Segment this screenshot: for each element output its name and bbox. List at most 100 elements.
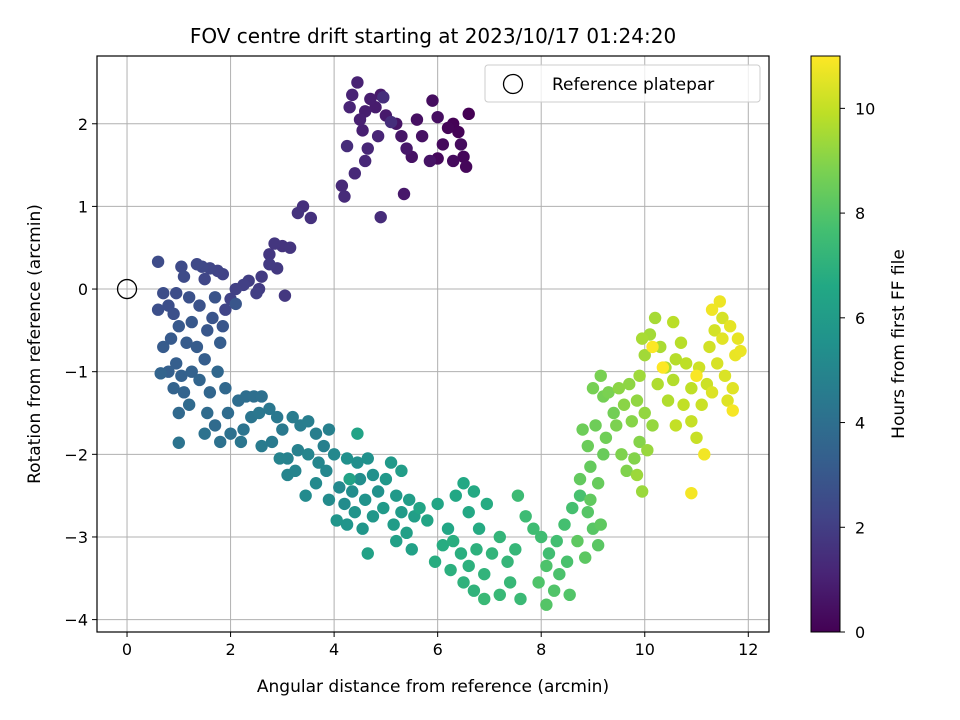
data-point xyxy=(348,167,362,180)
reference-platepar-marker xyxy=(116,278,138,300)
data-point xyxy=(553,567,566,581)
data-point xyxy=(444,563,457,577)
y-tick-label: 1 xyxy=(78,197,88,216)
data-point xyxy=(395,129,408,143)
data-point xyxy=(705,386,719,399)
data-point xyxy=(322,423,336,436)
data-point xyxy=(615,448,628,461)
data-point xyxy=(428,555,442,568)
data-point xyxy=(602,386,615,399)
data-point xyxy=(695,398,708,411)
data-point xyxy=(519,510,532,523)
data-point xyxy=(623,377,636,391)
data-point xyxy=(462,505,475,519)
data-point xyxy=(201,324,214,337)
data-point xyxy=(312,456,325,469)
data-point xyxy=(304,211,318,225)
data-point xyxy=(330,514,343,527)
data-point xyxy=(340,452,354,465)
y-tick-label: −4 xyxy=(64,611,88,630)
colorbar-tick-label: 8 xyxy=(855,204,865,223)
data-point xyxy=(402,493,416,506)
y-tick-label: −3 xyxy=(64,528,88,547)
data-point xyxy=(470,543,483,556)
data-point xyxy=(511,489,525,502)
data-point xyxy=(172,406,185,420)
data-point xyxy=(410,113,424,126)
data-point xyxy=(591,539,605,552)
data-point xyxy=(635,485,649,498)
data-point xyxy=(299,489,312,502)
data-point xyxy=(374,210,387,224)
data-point xyxy=(669,353,683,366)
data-point xyxy=(400,142,413,155)
data-point xyxy=(630,468,644,482)
data-point xyxy=(431,497,444,511)
data-point xyxy=(441,121,455,135)
data-point xyxy=(198,272,211,286)
data-point xyxy=(581,439,594,453)
data-point xyxy=(364,92,377,106)
data-point xyxy=(182,291,196,304)
data-point xyxy=(638,348,651,362)
data-point xyxy=(726,404,739,417)
data-point xyxy=(646,419,659,432)
y-axis-ticks: −4 −3 −2 −1 0 1 2 xyxy=(64,115,97,630)
data-point xyxy=(185,365,198,378)
data-point xyxy=(459,160,473,173)
x-tick-label: 10 xyxy=(635,640,655,659)
x-tick-label: 6 xyxy=(433,640,443,659)
data-point xyxy=(237,423,250,436)
colorbar-tick-label: 2 xyxy=(855,518,865,537)
data-point xyxy=(599,431,613,444)
colorbar-label: Hours from first FF file xyxy=(889,249,909,439)
data-point xyxy=(333,481,346,494)
data-point xyxy=(594,518,607,531)
data-point xyxy=(263,258,276,271)
data-point xyxy=(263,248,276,261)
data-point xyxy=(651,377,664,391)
data-point xyxy=(371,129,385,143)
data-point xyxy=(276,423,289,436)
data-point xyxy=(633,369,646,383)
data-point xyxy=(713,295,727,308)
data-point xyxy=(291,206,305,220)
data-point xyxy=(685,415,698,428)
data-point xyxy=(185,315,198,329)
data-point xyxy=(353,113,367,126)
data-point xyxy=(172,436,185,449)
data-point xyxy=(211,365,224,378)
y-axis-label: Rotation from reference (arcmin) xyxy=(25,204,45,484)
legend-reference-marker-icon xyxy=(502,73,524,95)
data-point xyxy=(620,464,633,478)
data-point xyxy=(343,101,356,114)
data-point xyxy=(591,477,605,490)
data-point xyxy=(177,386,191,399)
data-point xyxy=(690,431,703,444)
data-point xyxy=(151,255,165,268)
data-point xyxy=(716,332,729,345)
data-point xyxy=(633,435,646,449)
data-point xyxy=(586,382,600,395)
data-point xyxy=(203,386,217,399)
y-tick-label: −2 xyxy=(64,445,88,464)
data-point xyxy=(703,340,716,354)
data-point xyxy=(263,402,276,416)
data-point xyxy=(224,427,237,440)
data-point xyxy=(721,394,734,407)
data-point xyxy=(542,547,556,560)
data-point xyxy=(472,522,486,535)
data-point xyxy=(573,472,587,486)
data-point xyxy=(291,443,305,457)
x-axis-ticks: 0 2 4 6 8 10 12 xyxy=(122,632,758,659)
y-tick-label: 2 xyxy=(78,115,88,134)
colorbar-tick-label: 4 xyxy=(855,414,865,433)
data-point xyxy=(677,398,690,411)
data-point xyxy=(320,464,333,478)
data-point xyxy=(566,501,579,515)
data-point xyxy=(170,286,183,300)
data-point xyxy=(493,530,506,544)
data-point xyxy=(711,357,724,370)
data-point xyxy=(164,332,178,345)
